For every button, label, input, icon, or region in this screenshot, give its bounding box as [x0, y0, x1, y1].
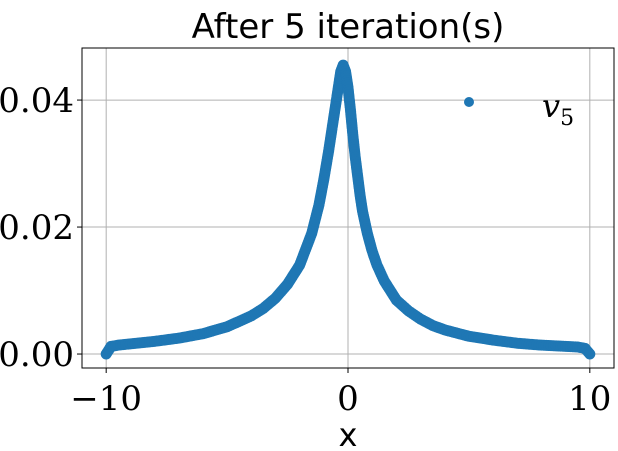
x-tick-label: 10: [568, 379, 611, 419]
legend-label: v5: [542, 87, 574, 131]
legend-marker: [464, 97, 474, 107]
y-tick-label: 0.02: [0, 208, 74, 248]
x-tick-label: −10: [70, 379, 142, 419]
y-tick-label: 0.04: [0, 81, 74, 121]
x-tick-label: 0: [337, 379, 359, 419]
chart-title: After 5 iteration(s): [192, 7, 505, 47]
legend: v5: [464, 87, 574, 131]
y-tick-label: 0.00: [0, 335, 74, 375]
data-layer: [100, 59, 596, 360]
legend-label-base: v: [542, 87, 560, 125]
x-axis-label: x: [339, 416, 358, 451]
legend-label-sub: 5: [560, 106, 574, 131]
data-point: [584, 348, 596, 360]
tick-layer: −10 0 10 0.00 0.02 0.04: [0, 81, 611, 419]
